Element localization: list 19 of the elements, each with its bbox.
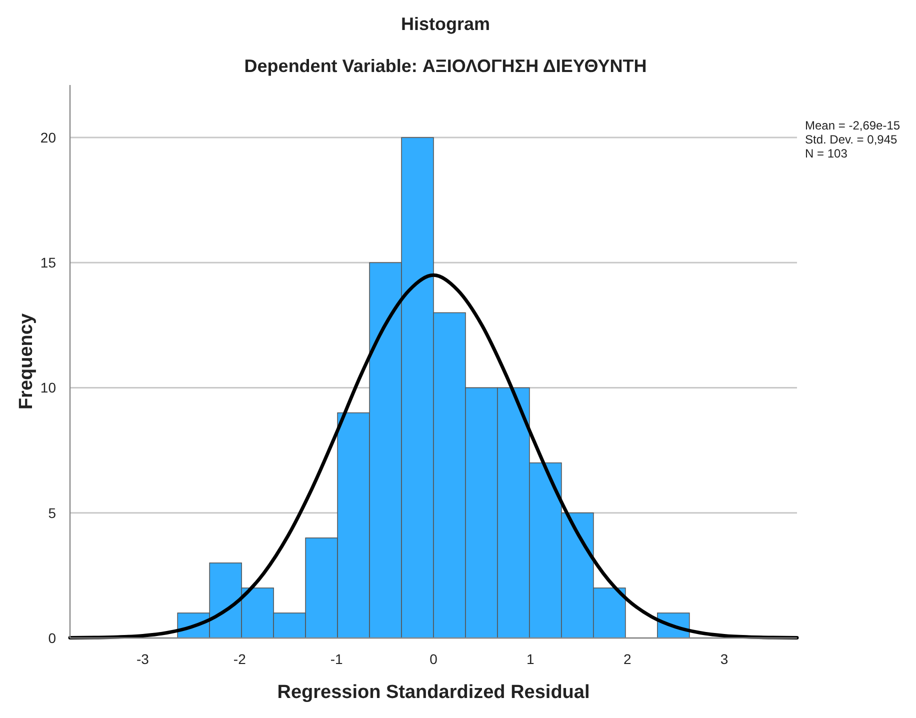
y-axis-title: Frequency bbox=[16, 313, 37, 410]
x-tick-label: -1 bbox=[330, 651, 343, 667]
text: Mean = -2,69e-15 bbox=[805, 118, 900, 133]
y-tick-label: 15 bbox=[40, 254, 56, 271]
y-tick-label: 20 bbox=[40, 129, 56, 146]
x-tick-label: -3 bbox=[136, 651, 150, 667]
y-tick-label: 0 bbox=[48, 630, 56, 646]
x-axis-title: Regression Standardized Residual bbox=[277, 682, 590, 703]
text: N = 103 bbox=[805, 146, 848, 161]
x-tick-label: -2 bbox=[233, 651, 246, 667]
chart-title: Histogram bbox=[400, 14, 490, 34]
x-tick-label: 1 bbox=[526, 651, 535, 667]
x-tick-label: 0 bbox=[430, 651, 438, 667]
y-tick-label: 5 bbox=[48, 504, 56, 521]
text: Std. Dev. = 0,945 bbox=[805, 132, 898, 147]
x-tick-label: 3 bbox=[720, 651, 728, 667]
y-tick-label: 10 bbox=[40, 380, 56, 396]
x-tick-label: 2 bbox=[623, 651, 632, 667]
chart-subtitle: Dependent Variable: ΑΞΙΟΛΟΓΗΣΗ ΔΙΕΥΘΥΝΤΗ bbox=[244, 56, 647, 76]
